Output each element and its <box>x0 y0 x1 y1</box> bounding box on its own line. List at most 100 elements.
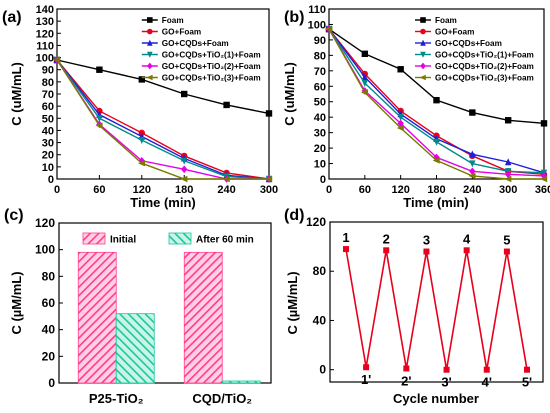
panel-d-x-axis-label: Cycle number <box>393 391 479 406</box>
a-y-tick-label: 130 <box>36 16 54 28</box>
d-series-line <box>345 248 528 370</box>
a-data-point <box>138 136 145 144</box>
panel-b-x-axis-label: Time (min) <box>403 195 469 210</box>
c-legend-swatch <box>82 232 106 245</box>
panel-b: (b) 0 10 20 30 40 50 60 70 80 90 100 110 0 60 120 180 2… <box>282 4 550 210</box>
a-x-tick-label: 60 <box>93 184 105 196</box>
a-data-point <box>181 90 188 98</box>
a-y-tick-label: 90 <box>42 65 54 77</box>
d-y-tick-label: 0 <box>319 363 326 377</box>
b-y-tick-label: 100 <box>308 19 326 31</box>
b-y-tick-label: 80 <box>314 50 326 62</box>
d-point-label: 5' <box>522 375 532 390</box>
b-legend-marker <box>420 39 426 46</box>
b-y-tick-label: 20 <box>314 143 326 155</box>
a-legend-label: GO+CQDs+TiO₂(3)+Foam <box>162 74 261 83</box>
b-data-point <box>540 120 548 127</box>
d-point-label: 2' <box>401 373 411 388</box>
a-legend-label: GO+Foam <box>162 28 201 37</box>
b-data-point <box>504 117 512 124</box>
panel-d: (d) 0 40 80 120 1 1' 2 2' 3 3' 4 4' 5 5' C (µM/mL) C… <box>284 207 544 406</box>
a-data-point <box>222 175 230 183</box>
b-x-tick-label: 240 <box>463 184 481 196</box>
a-y-tick-label: 40 <box>42 125 54 137</box>
c-y-tick-label: 120 <box>35 216 55 230</box>
d-y-tick-label: 120 <box>306 215 326 229</box>
a-y-tick-label: 100 <box>36 53 54 65</box>
a-series-line-5 <box>56 59 269 180</box>
a-data-point <box>96 115 103 123</box>
d-y-tick-label: 40 <box>313 313 327 327</box>
b-y-tick-label: 40 <box>314 112 326 124</box>
c-category-label: CQD/TiO₂ <box>192 391 252 406</box>
b-data-point <box>468 172 476 180</box>
b-legend-label: GO+CQDs+TiO₂(1)+Foam <box>435 51 534 60</box>
c-y-tick-label: 60 <box>42 296 56 310</box>
a-x-tick-label: 0 <box>54 184 60 196</box>
b-y-tick-label: 60 <box>314 81 326 93</box>
a-series-line-0 <box>56 59 270 115</box>
d-point-label: 3 <box>423 233 430 248</box>
b-data-point <box>433 138 440 146</box>
d-y-tick-label: 80 <box>313 264 327 278</box>
a-data-point <box>181 165 188 174</box>
b-y-tick-label: 0 <box>320 174 326 186</box>
a-data-point <box>138 76 145 83</box>
panel-a-label: (a) <box>2 9 22 26</box>
panel-d-y-axis-label: C (µM/mL) <box>285 271 300 334</box>
a-data-point <box>138 160 145 167</box>
b-y-tick-label: 110 <box>308 4 326 16</box>
a-x-tick-label: 180 <box>175 184 193 196</box>
d-point-label: 1' <box>361 372 371 387</box>
d-data-point <box>483 366 490 373</box>
d-point-label: 4' <box>482 375 492 390</box>
d-data-point <box>423 248 430 255</box>
panel-d-label: (d) <box>284 207 304 224</box>
a-legend-marker <box>147 17 153 23</box>
a-x-tick-label: 120 <box>133 184 151 196</box>
b-y-tick-label: 90 <box>314 35 326 47</box>
c-y-tick-label: 0 <box>48 376 55 390</box>
d-data-point <box>403 365 410 372</box>
a-legend-marker <box>147 28 153 35</box>
a-y-tick-label: 110 <box>36 40 54 52</box>
b-legend-label: GO+CQDs+Foam <box>435 39 502 48</box>
panel-b-label: (b) <box>284 9 304 26</box>
b-data-point <box>504 170 512 179</box>
a-y-tick-label: 140 <box>36 4 54 16</box>
d-data-point <box>363 364 370 371</box>
a-legend-marker <box>146 74 153 81</box>
d-point-label: 2 <box>383 231 390 246</box>
b-data-point <box>397 113 404 121</box>
d-data-point <box>524 366 530 373</box>
b-legend-marker <box>420 28 426 35</box>
a-y-tick-label: 50 <box>42 113 54 125</box>
b-legend-label: GO+CQDs+TiO₂(3)+Foam <box>435 74 534 83</box>
d-data-point <box>503 248 510 255</box>
b-x-tick-label: 300 <box>499 184 517 196</box>
a-series-line-2 <box>56 59 270 180</box>
a-y-tick-label: 120 <box>36 28 54 40</box>
a-legend-label: GO+CQDs+TiO₂(2)+Foam <box>162 62 261 71</box>
panel-a-y-axis-label: C (uM/mL) <box>9 62 24 126</box>
b-x-tick-label: 0 <box>326 184 332 196</box>
a-x-tick-label: 300 <box>260 184 278 196</box>
a-y-tick-label: 60 <box>42 101 54 113</box>
panel-c-label: (c) <box>4 207 24 224</box>
b-legend-marker <box>420 62 426 70</box>
b-legend-marker <box>420 51 426 58</box>
b-legend-marker <box>420 17 426 23</box>
b-data-point <box>361 73 369 81</box>
c-y-tick-label: 100 <box>35 243 55 257</box>
c-bar-initial <box>183 251 223 384</box>
d-point-label: 5 <box>503 233 510 248</box>
b-data-point <box>469 109 476 116</box>
b-data-point <box>397 66 404 73</box>
panel-c-y-axis-label: C (µM/mL) <box>9 271 24 334</box>
a-data-point <box>265 110 273 117</box>
d-point-label: 1 <box>342 230 349 245</box>
a-legend-marker <box>147 51 153 58</box>
b-x-tick-label: 360 <box>535 184 550 196</box>
b-data-point <box>469 167 476 176</box>
b-data-point <box>361 50 369 58</box>
